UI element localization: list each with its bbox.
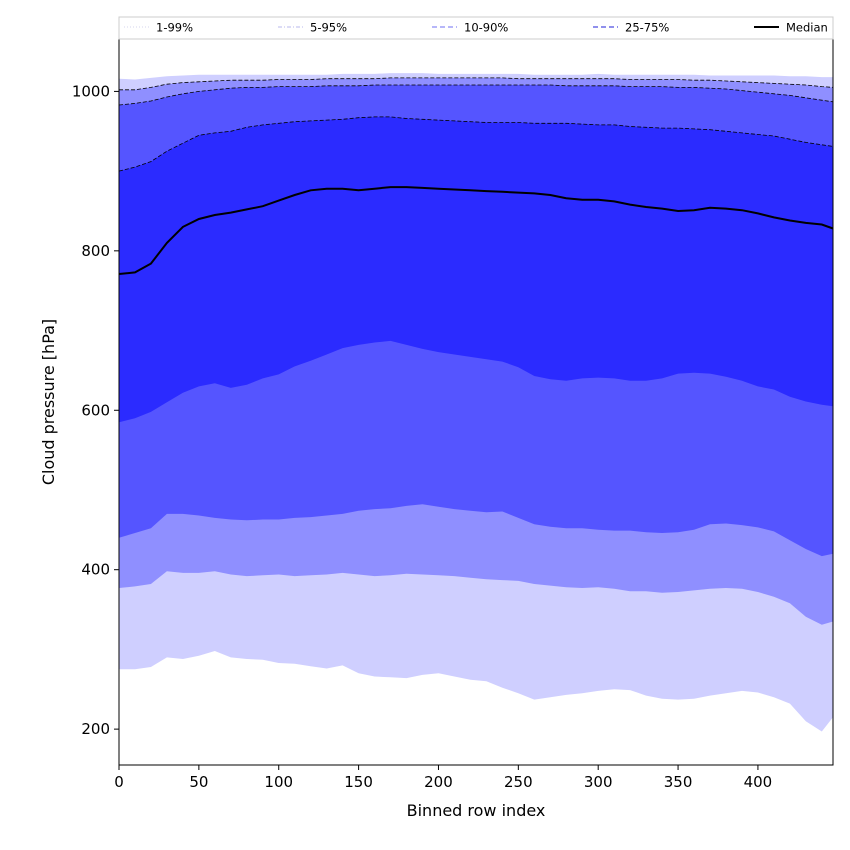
median-line (118, 186, 834, 275)
x-tick-label: 250 (504, 773, 533, 791)
y-tick-label: 600 (81, 401, 110, 419)
legend-label: Median (786, 21, 828, 35)
x-tick-label: 100 (264, 773, 293, 791)
y-axis-title: Cloud pressure [hPa] (39, 319, 58, 485)
x-axis-title: Binned row index (407, 801, 546, 820)
x-tick-label: 350 (664, 773, 693, 791)
x-tick-label: 200 (424, 773, 453, 791)
x-tick-label: 300 (584, 773, 613, 791)
y-tick-label: 1000 (72, 82, 110, 100)
band-edge-10-90% (118, 84, 834, 106)
x-axis: 0 50 100 150 200 250 300 350 400 (114, 765, 772, 791)
x-tick-label: 0 (114, 773, 124, 791)
legend-box (118, 16, 834, 40)
x-tick-label: 400 (744, 773, 773, 791)
band-edge-5-95% (119, 77, 834, 91)
x-tick-label: 50 (189, 773, 208, 791)
legend-label: 10-90% (464, 21, 508, 35)
y-tick-label: 400 (81, 561, 110, 579)
percentile-bands (118, 73, 834, 732)
band-edge-25-75% (118, 116, 834, 172)
legend-label: 25-75% (625, 21, 669, 35)
x-tick-label: 150 (344, 773, 373, 791)
y-axis: 200 400 600 800 1000 (72, 82, 119, 738)
legend-label: 1-99% (156, 21, 193, 35)
median-layer (118, 186, 834, 275)
legend-label: 5-95% (310, 21, 347, 35)
y-tick-label: 800 (81, 242, 110, 260)
y-tick-label: 200 (81, 720, 110, 738)
legend: 1-99% 5-95% 10-90% 25-75% Median (118, 16, 834, 40)
